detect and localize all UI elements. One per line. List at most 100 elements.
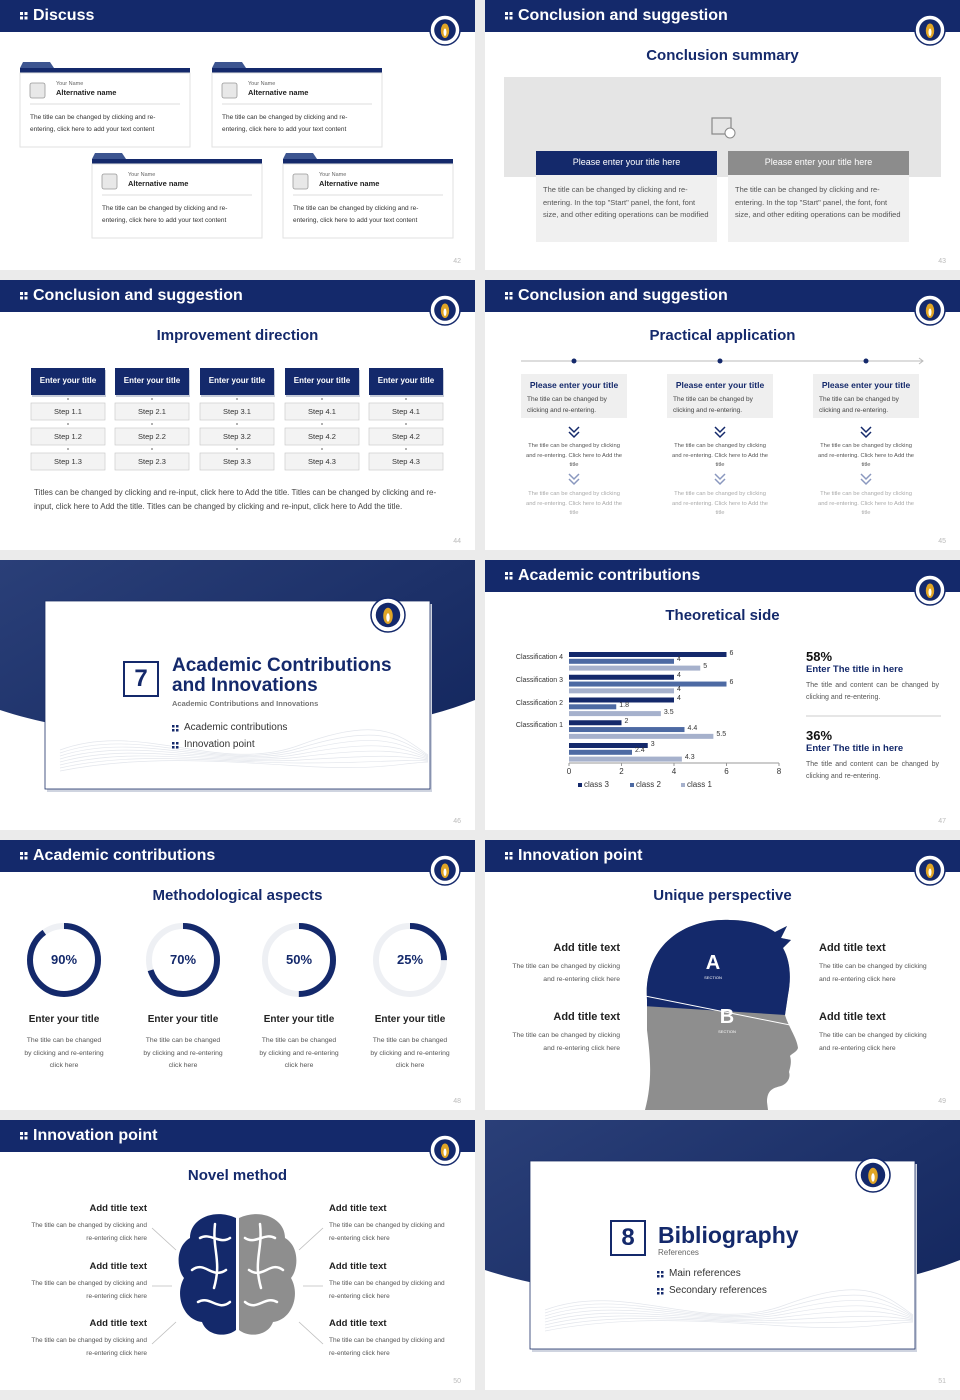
- ring-label: 70%: [169, 952, 197, 967]
- bullet-icon: [505, 576, 508, 580]
- chevron: [860, 473, 872, 481]
- logo-flame-core: [928, 308, 932, 316]
- section-number: 7: [134, 665, 148, 692]
- connector: [151, 1227, 177, 1251]
- ring-heading: Enter your title: [28, 1014, 100, 1025]
- slide-graphics: [485, 1120, 960, 1390]
- bullet-icon: [509, 576, 513, 580]
- bullet-icon: [176, 742, 179, 745]
- section-item: Academic contributions: [184, 722, 288, 733]
- column-note: The title can be changed by clicking and…: [671, 491, 769, 516]
- header-title: Innovation point: [33, 1127, 158, 1144]
- head-split: [634, 993, 806, 1029]
- x-tick-label: 6: [724, 767, 729, 776]
- step-label: Step 1.3: [54, 457, 82, 466]
- section-number: 8: [621, 1224, 635, 1251]
- bar: [569, 688, 674, 694]
- step-dot: [236, 423, 238, 425]
- bullet-icon: [657, 1288, 660, 1291]
- bar: [569, 704, 617, 710]
- card-top: [283, 159, 453, 164]
- step-dot: [321, 448, 323, 450]
- bar-value-label: 4: [677, 672, 681, 680]
- bullet-icon: [176, 725, 179, 728]
- slide: Academic contributions Methodological asp…: [0, 840, 475, 1110]
- step-label: Step 4.1: [308, 407, 336, 416]
- card-icon: [101, 173, 118, 190]
- column-heading: Enter your title: [377, 376, 435, 385]
- step-label: Step 4.2: [392, 432, 420, 441]
- column-text: The title can be changed by clicking and…: [673, 396, 753, 414]
- bullet-icon: [20, 1132, 23, 1135]
- step-label: Step 2.3: [138, 457, 166, 466]
- wave-line: [59, 729, 429, 756]
- slide-number: 42: [453, 258, 461, 265]
- section-subtitle: Academic Contributions and Innovations: [172, 699, 319, 708]
- ring-label: 90%: [50, 952, 78, 967]
- step-dot: [67, 423, 69, 425]
- header-title: Conclusion and suggestion: [33, 287, 243, 304]
- step-label: Step 3.1: [223, 407, 251, 416]
- card-name: Alternative name: [128, 179, 189, 188]
- bullet-icon: [176, 746, 179, 749]
- column-heading: Please enter your title: [675, 380, 765, 390]
- card-body: [282, 163, 454, 239]
- category-label: Classification 2: [515, 699, 563, 707]
- item-heading: Add title text: [89, 1318, 147, 1329]
- card-body: [19, 72, 191, 148]
- section-item: Main references: [669, 1268, 741, 1279]
- card-top: [212, 68, 382, 73]
- category-label: Classification 1: [515, 722, 563, 730]
- ring-heading: Enter your title: [147, 1014, 219, 1025]
- column-heading: Enter your title: [123, 376, 181, 385]
- brain-right: [239, 1214, 297, 1335]
- ring-arc: [373, 923, 447, 997]
- wave-line: [544, 1310, 914, 1323]
- column-heading: Please enter your title: [529, 380, 619, 390]
- bullet-icon: [505, 856, 508, 860]
- slide-title: Novel method: [187, 1167, 288, 1184]
- slide-graphics: [485, 560, 960, 787]
- heading-box: [115, 368, 189, 395]
- item-text: The title can be changed by clicking and…: [819, 1032, 927, 1052]
- x-tick-label: 2: [619, 767, 624, 776]
- bullet-icon: [24, 852, 28, 855]
- item-heading: Add title text: [329, 1260, 387, 1272]
- logo-flame-core: [443, 28, 447, 36]
- column-box: [813, 374, 919, 418]
- column-body: [728, 175, 909, 242]
- ring-arc: [27, 923, 101, 997]
- stat-text: The title and content can be changed by …: [806, 682, 939, 701]
- wave-line: [59, 755, 429, 766]
- slide: Conclusion and suggestion Improvement dir…: [0, 280, 475, 550]
- wave-line: [59, 750, 429, 763]
- slide-graphics: [0, 280, 475, 471]
- wave-line: [59, 734, 429, 757]
- logo-flame-core: [443, 1148, 447, 1156]
- legend-label: class 2: [636, 780, 661, 789]
- header-bar: [485, 0, 960, 32]
- x-tick-label: 4: [671, 767, 677, 776]
- card-icon: [221, 82, 238, 99]
- card-text: The title can be changed by clicking and…: [102, 205, 228, 224]
- item-text: The title can be changed by clicking and…: [512, 1032, 620, 1052]
- header-bar: [0, 840, 475, 872]
- header-bar: [0, 280, 475, 312]
- legend-swatch: [578, 783, 582, 787]
- step-box: [30, 402, 106, 421]
- bullet-icon: [509, 852, 513, 855]
- header-bar: [0, 0, 475, 32]
- wave-line: [544, 1305, 914, 1320]
- step-label: Step 1.1: [54, 407, 82, 416]
- slide-title: Conclusion summary: [646, 47, 799, 64]
- header-title: Innovation point: [518, 847, 643, 864]
- item-heading: Add title text: [819, 1011, 886, 1023]
- card-name: Alternative name: [56, 88, 117, 97]
- step-box: [199, 452, 275, 471]
- bar: [569, 743, 648, 748]
- card-icon: [29, 82, 46, 99]
- slide-graphics: [0, 1120, 475, 1345]
- column-body: [536, 175, 717, 242]
- card-label: Your Name: [248, 81, 276, 87]
- bullet-icon: [505, 572, 508, 575]
